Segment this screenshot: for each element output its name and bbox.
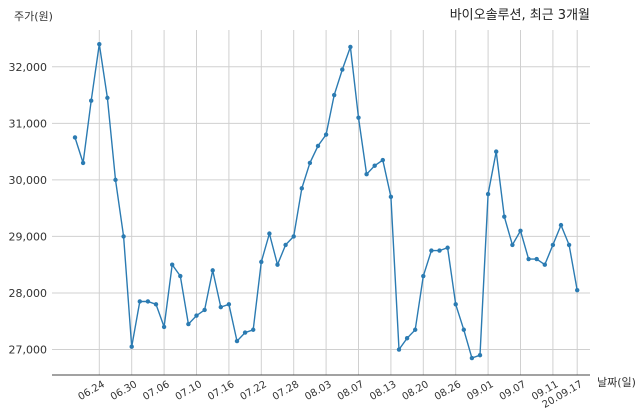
- x-tick-label: 09.07: [498, 379, 528, 403]
- data-point: [89, 98, 94, 103]
- data-point: [396, 347, 402, 352]
- data-point: [97, 41, 102, 47]
- data-point: [259, 259, 264, 265]
- y-tick-label: 28,000: [9, 287, 48, 300]
- data-point: [186, 321, 191, 327]
- data-point: [566, 242, 572, 248]
- chart-title: 바이오솔루션, 최근 3개월: [450, 8, 590, 23]
- data-point: [364, 172, 369, 177]
- data-point: [477, 353, 483, 358]
- data-point: [413, 327, 418, 332]
- data-point: [121, 234, 126, 239]
- data-point: [453, 302, 458, 307]
- data-point: [510, 242, 515, 248]
- data-point: [267, 231, 272, 236]
- data-point: [226, 302, 232, 307]
- x-axis-label: 날짜(일): [597, 375, 636, 389]
- data-point: [283, 242, 288, 248]
- y-tick-label: 30,000: [9, 174, 48, 187]
- x-gridlines: [98, 30, 578, 375]
- data-point: [332, 92, 337, 98]
- y-tick-label: 27,000: [9, 344, 48, 357]
- data-point: [437, 248, 442, 253]
- x-tick-label: 07.16: [206, 379, 236, 403]
- data-point: [234, 338, 240, 344]
- data-point: [145, 299, 151, 304]
- x-tick-label: 08.26: [433, 379, 463, 403]
- data-point: [445, 245, 450, 250]
- y-tick-label: 29,000: [9, 230, 48, 243]
- data-point: [502, 214, 507, 219]
- data-point: [129, 344, 134, 349]
- data-point: [469, 355, 475, 361]
- data-point: [485, 191, 491, 197]
- x-tick-label: 06.30: [109, 379, 139, 403]
- data-point: [550, 242, 556, 248]
- data-point: [356, 115, 361, 120]
- y-gridlines: [52, 66, 590, 351]
- data-point: [461, 327, 466, 332]
- y-axis-label: 주가(원): [14, 10, 53, 23]
- data-point: [429, 248, 434, 253]
- data-point: [340, 67, 345, 72]
- data-point: [105, 95, 110, 101]
- data-point: [72, 135, 78, 140]
- data-point: [526, 256, 531, 262]
- x-tick-label: 08.20: [400, 379, 430, 403]
- data-point: [113, 177, 118, 183]
- data-point: [275, 262, 280, 267]
- data-point: [251, 327, 256, 332]
- data-point: [494, 149, 499, 154]
- data-point: [202, 307, 207, 313]
- data-point: [315, 143, 321, 149]
- data-point: [575, 287, 580, 293]
- data-point: [242, 330, 248, 335]
- data-point: [80, 160, 86, 166]
- data-point: [299, 186, 304, 191]
- y-tick-labels: 27,000 28,000 29,000 30,000 31,000 32,000: [9, 61, 48, 357]
- data-point: [421, 273, 426, 279]
- data-point: [558, 222, 564, 228]
- data-point: [194, 313, 199, 318]
- y-tick-label: 31,000: [9, 117, 48, 130]
- data-point: [153, 302, 159, 307]
- data-point: [404, 336, 410, 341]
- data-point: [291, 234, 296, 239]
- x-tick-label: 07.28: [271, 379, 301, 403]
- data-point: [518, 228, 523, 233]
- data-point: [307, 160, 313, 166]
- y-tick-label: 32,000: [9, 61, 48, 74]
- data-point: [542, 262, 547, 267]
- data-point: [372, 163, 377, 168]
- data-point: [218, 304, 223, 310]
- x-tick-label: 07.06: [141, 379, 171, 403]
- x-tick-label: 08.07: [336, 379, 366, 403]
- data-point: [323, 132, 329, 137]
- data-point: [380, 157, 385, 163]
- x-tick-label: 08.13: [368, 379, 398, 403]
- x-tick-label: 07.10: [174, 379, 204, 403]
- x-tick-label: 09.01: [465, 379, 495, 403]
- data-point: [161, 324, 167, 330]
- x-tick-labels: 06.24 06.30 07.06 07.10 07.16 07.22 07.28 08.03…: [76, 379, 584, 411]
- data-point: [534, 256, 539, 262]
- data-points: [72, 41, 580, 361]
- data-point: [348, 44, 353, 50]
- data-point: [170, 262, 175, 267]
- x-tick-label: 07.22: [238, 379, 268, 403]
- data-point: [137, 299, 142, 304]
- x-tick-label: 08.03: [303, 379, 333, 403]
- data-point: [210, 268, 215, 273]
- data-point: [178, 273, 183, 279]
- x-tick-label: 06.24: [76, 379, 106, 403]
- data-point: [388, 194, 394, 200]
